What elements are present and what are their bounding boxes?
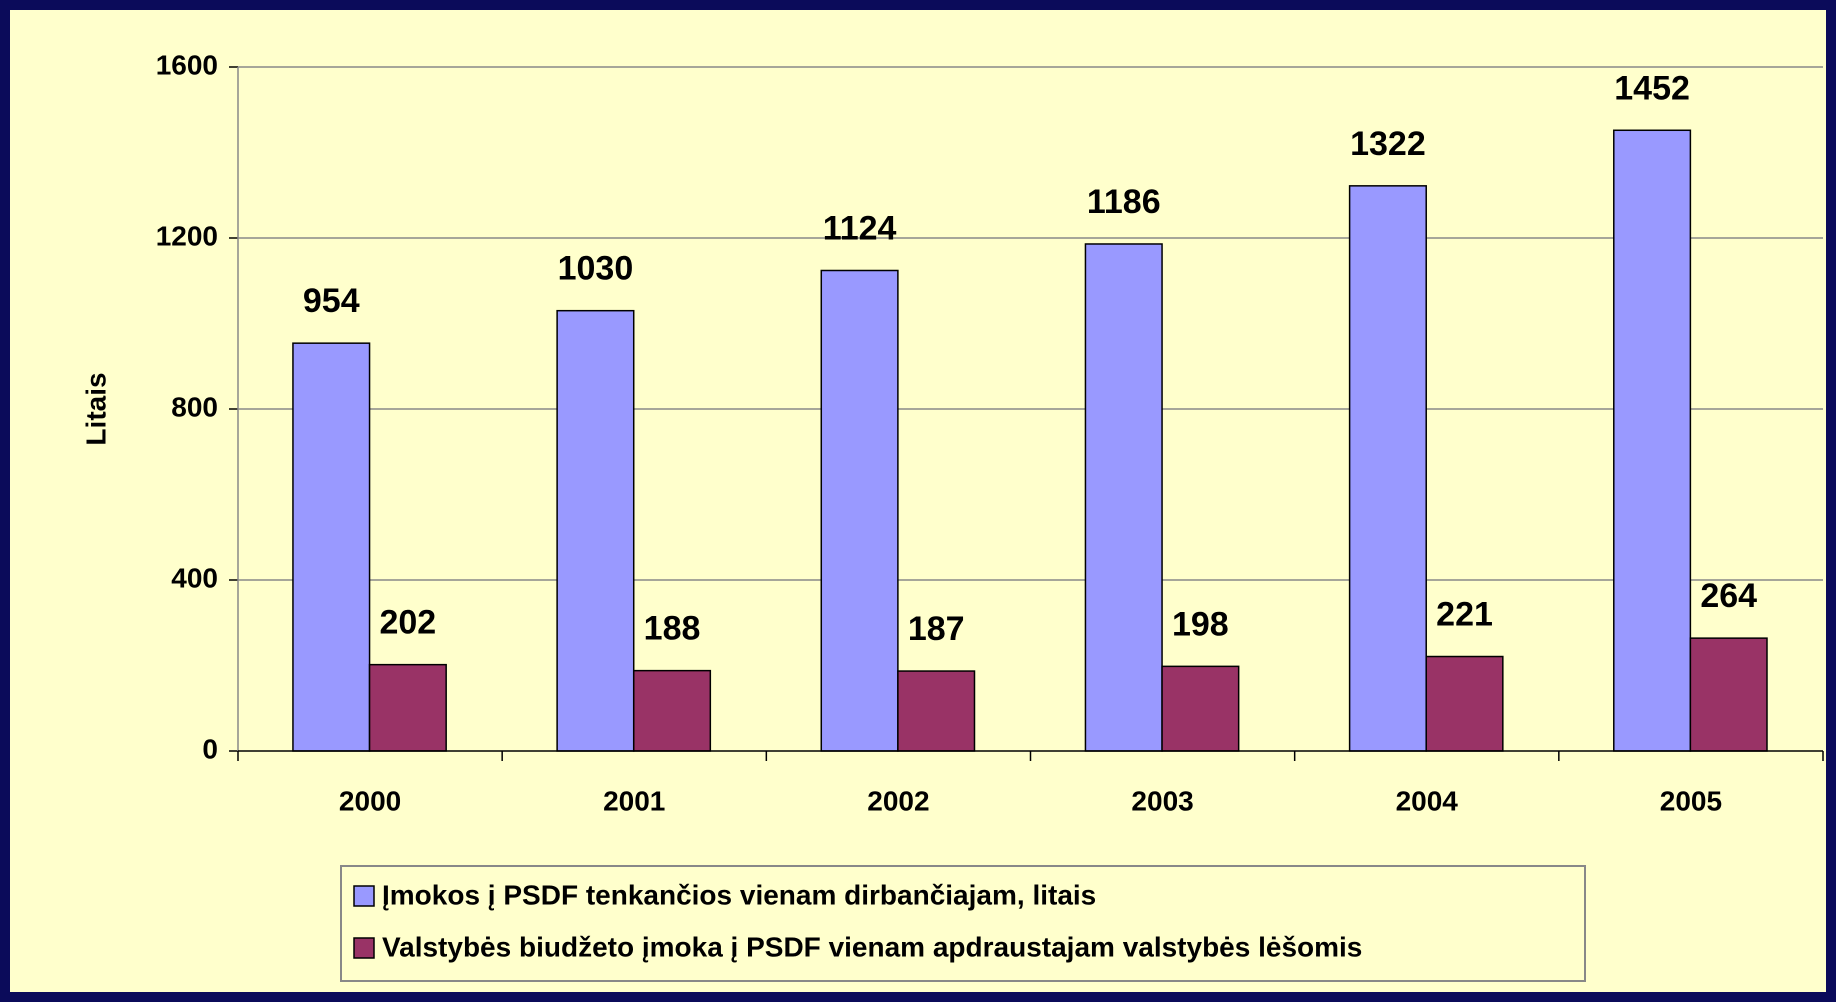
bar	[897, 670, 976, 752]
data-label: 198	[1172, 605, 1229, 643]
x-tick-label: 2005	[1660, 785, 1722, 816]
x-tick-label: 2002	[867, 785, 929, 816]
y-tick-label: 400	[171, 562, 218, 593]
bar	[368, 663, 447, 752]
y-axis-title: Litais	[80, 372, 111, 445]
y-tick-label: 1600	[156, 49, 218, 80]
data-label: 1452	[1614, 69, 1690, 107]
bar	[632, 669, 712, 752]
data-label: 1124	[823, 209, 897, 247]
x-tick-label: 2000	[339, 785, 401, 816]
bar	[292, 342, 371, 752]
x-tick-label: 2004	[1396, 785, 1459, 816]
bar	[1084, 243, 1163, 752]
legend-swatch	[353, 937, 375, 959]
y-tick-label: 0	[202, 733, 218, 764]
legend-box	[340, 865, 1586, 982]
bar	[820, 269, 899, 752]
bar	[1161, 665, 1240, 752]
y-tick-label: 800	[171, 391, 218, 422]
data-label: 1186	[1087, 183, 1161, 221]
bar	[1613, 129, 1692, 752]
legend-swatch	[353, 885, 375, 907]
bar	[556, 309, 635, 752]
data-label: 221	[1436, 596, 1493, 634]
data-label: 202	[379, 604, 436, 642]
data-label: 187	[908, 610, 965, 648]
chart-background	[10, 10, 1826, 992]
x-tick-label: 2001	[603, 785, 665, 816]
data-label: 954	[303, 282, 360, 320]
bar	[1689, 637, 1768, 752]
legend-label: Valstybės biudžeto įmoka į PSDF vienam a…	[382, 931, 1362, 962]
y-tick-label: 1200	[156, 220, 218, 251]
x-tick-label: 2003	[1131, 785, 1193, 816]
data-label: 1030	[558, 250, 634, 288]
data-label: 1322	[1350, 125, 1426, 163]
data-label: 188	[644, 610, 701, 648]
data-label: 264	[1700, 577, 1757, 615]
legend-label: Įmokos į PSDF tenkančios vienam dirbanči…	[382, 879, 1096, 910]
bar	[1425, 655, 1504, 752]
bar	[1348, 185, 1427, 752]
